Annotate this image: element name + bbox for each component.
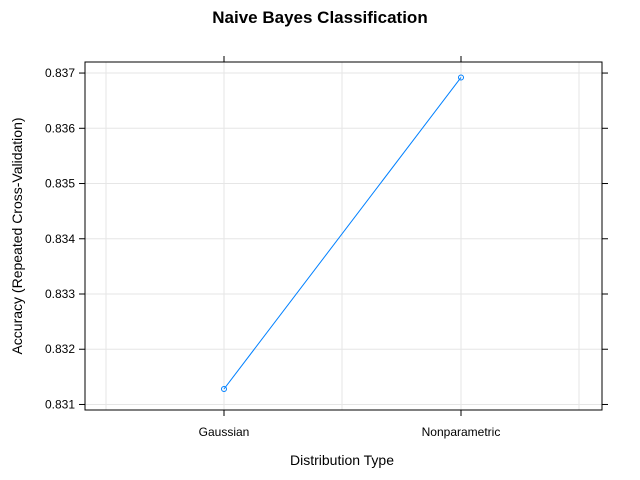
- plot-frame: [84, 61, 603, 411]
- x-tick-label: Nonparametric: [422, 425, 501, 439]
- chart-title: Naive Bayes Classification: [212, 8, 427, 27]
- y-tick-label: 0.837: [45, 66, 75, 80]
- axis-ticks: 0.831 0.832 0.833 0.834 0.835 0.836 0.837 Gauss…: [45, 56, 608, 439]
- data-series: [221, 74, 464, 393]
- y-tick-label: 0.834: [45, 232, 75, 246]
- series-line: [223, 77, 462, 390]
- y-axis-label: Accuracy (Repeated Cross-Validation): [9, 117, 25, 354]
- x-axis-label: Distribution Type: [290, 452, 394, 468]
- y-tick-label: 0.831: [45, 397, 75, 411]
- y-tick-label: 0.833: [45, 287, 75, 301]
- x-tick-label: Gaussian: [199, 425, 250, 439]
- data-point: [458, 74, 464, 81]
- y-tick-label: 0.832: [45, 342, 75, 356]
- data-point: [221, 386, 227, 393]
- y-tick-label: 0.836: [45, 121, 75, 135]
- grid: [85, 62, 602, 410]
- y-tick-label: 0.835: [45, 177, 75, 191]
